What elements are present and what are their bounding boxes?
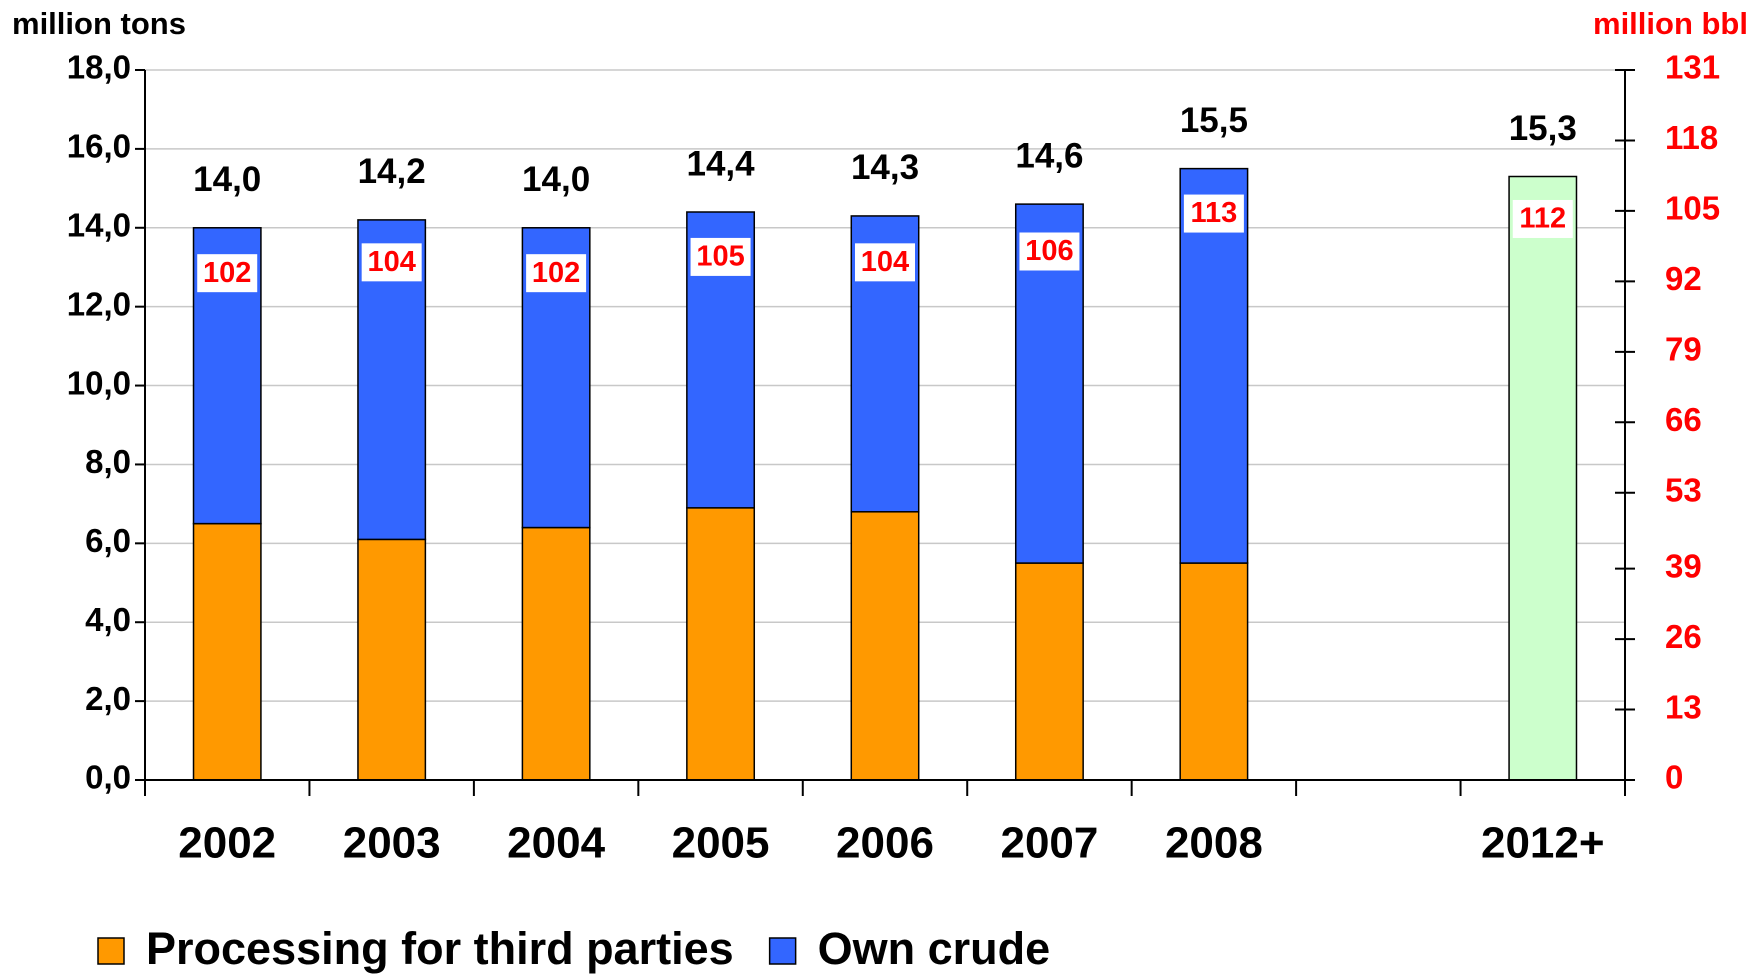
x-tick-label: 2002 (178, 819, 276, 868)
bbl-label: 102 (203, 257, 251, 289)
x-tick-label: 2005 (672, 819, 770, 868)
legend-swatch (768, 937, 797, 965)
bar-segment (686, 507, 756, 781)
y2-tick-label: 53 (1665, 471, 1702, 508)
x-tick-label: 2004 (507, 819, 605, 868)
y-tick-label: 6,0 (85, 522, 131, 559)
y2-tick-label: 105 (1665, 190, 1720, 227)
y2-tick-label: 0 (1665, 759, 1683, 796)
y2-tick-label: 66 (1665, 401, 1702, 438)
total-label: 15,3 (1509, 109, 1577, 148)
y-tick-label: 10,0 (67, 364, 131, 401)
bar-segment (850, 511, 920, 781)
y-tick-label: 12,0 (67, 285, 131, 322)
y-tick-label: 0,0 (85, 759, 131, 796)
y-tick-label: 2,0 (85, 680, 131, 717)
y-tick-label: 16,0 (67, 128, 131, 165)
x-tick-label: 2008 (1165, 819, 1263, 868)
bbl-label: 106 (1025, 235, 1073, 267)
bar-segment (1014, 562, 1084, 781)
total-label: 15,5 (1180, 101, 1248, 140)
bbl-label-box (361, 243, 422, 282)
x-tick-label: 2007 (1000, 819, 1098, 868)
total-label: 14,0 (522, 160, 590, 199)
y-axis-label: million tons (12, 6, 186, 41)
y-tick-label: 14,0 (67, 206, 131, 243)
legend-label: Own crude (818, 923, 1051, 974)
y2-tick-label: 92 (1665, 260, 1702, 297)
y2-axis-label: million bbl (1593, 6, 1748, 41)
legend-label: Processing for third parties (146, 923, 734, 974)
bbl-label: 112 (1519, 203, 1566, 235)
bbl-label-box (1019, 232, 1080, 271)
bbl-label-box (690, 237, 751, 276)
bar-segment (521, 526, 591, 781)
bbl-label: 113 (1190, 197, 1237, 229)
total-label: 14,0 (193, 160, 261, 199)
y2-tick-label: 118 (1665, 119, 1718, 156)
bbl-label-box (855, 243, 915, 282)
bbl-label: 104 (367, 246, 415, 278)
total-label: 14,3 (851, 148, 919, 187)
bbl-label: 104 (861, 246, 909, 278)
total-label: 14,4 (686, 144, 755, 183)
y-tick-label: 18,0 (67, 49, 131, 86)
total-label: 14,6 (1015, 136, 1083, 175)
y2-tick-label: 26 (1665, 618, 1702, 655)
y2-tick-label: 131 (1665, 49, 1720, 86)
total-label: 14,2 (358, 152, 426, 191)
bar-segment (357, 538, 427, 781)
bbl-label-box (1183, 194, 1244, 233)
y-tick-label: 4,0 (85, 601, 131, 638)
bbl-label-box (197, 254, 258, 293)
bbl-label: 102 (532, 257, 580, 289)
x-tick-label: 2012+ (1481, 819, 1605, 868)
bbl-label-box (1512, 199, 1573, 238)
bbl-label-box (526, 254, 587, 293)
y2-tick-label: 13 (1665, 688, 1702, 725)
x-tick-label: 2006 (836, 819, 934, 868)
bar-segment (1179, 562, 1249, 781)
y2-tick-label: 79 (1665, 331, 1702, 368)
y-tick-label: 8,0 (85, 443, 131, 480)
y2-tick-label: 39 (1665, 547, 1702, 584)
bbl-label: 105 (696, 241, 744, 273)
bar-segment (1179, 167, 1249, 564)
x-tick-label: 2003 (343, 819, 441, 868)
bar-segment (192, 522, 262, 781)
bar-segment (1508, 175, 1578, 781)
legend-swatch (97, 937, 125, 965)
